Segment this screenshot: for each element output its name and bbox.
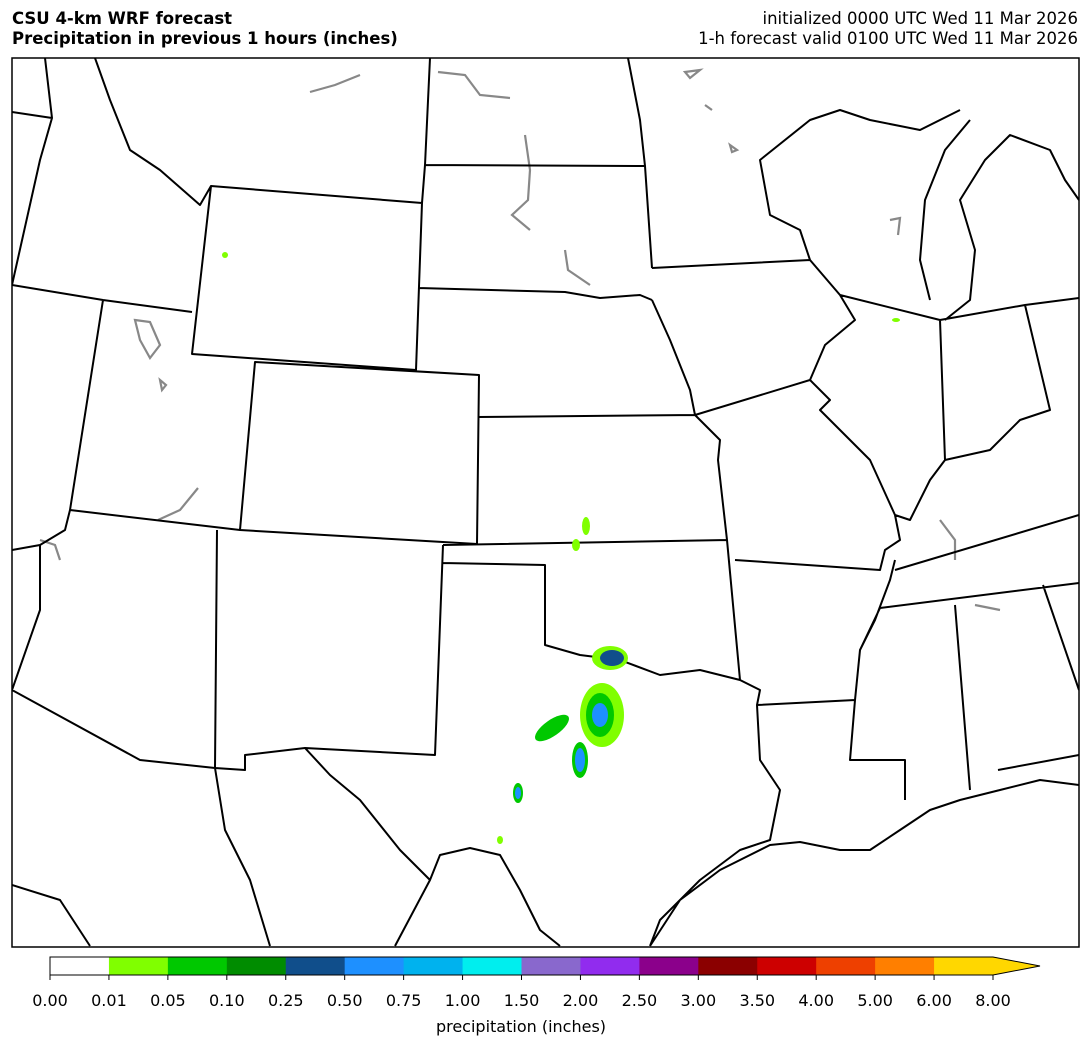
colorbar-box <box>521 957 581 975</box>
colorbar: 0.00 0.01 0.05 0.10 0.25 0.50 0.75 1.00 1.50 2.00… <box>32 956 1041 1010</box>
colorbar-box <box>226 957 287 975</box>
colorbar-box <box>285 957 346 975</box>
colorbar-tick-label: 2.50 <box>622 991 658 1010</box>
colorbar-tick-label: 6.00 <box>916 991 952 1010</box>
subtitle: Precipitation in previous 1 hours (inche… <box>12 29 398 48</box>
map <box>11 57 1080 948</box>
colorbar-tick-label: 0.50 <box>327 991 363 1010</box>
map-frame <box>11 57 1080 948</box>
colorbar-box <box>875 957 935 975</box>
colorbar-box <box>816 957 876 975</box>
colorbar-tick-label: 2.00 <box>563 991 599 1010</box>
colorbar-box <box>344 957 405 975</box>
colorbar-tick-label: 1.50 <box>504 991 540 1010</box>
state-borders <box>12 58 1079 947</box>
colorbar-box <box>757 957 817 975</box>
colorbar-box <box>698 957 758 975</box>
colorbar-tick-label: 0.05 <box>150 991 186 1010</box>
colorbar-label: precipitation (inches) <box>436 1017 606 1036</box>
precip-areas <box>222 252 900 844</box>
colorbar-tick-label: 0.75 <box>386 991 422 1010</box>
colorbar-tick-label: 4.00 <box>798 991 834 1010</box>
colorbar-box <box>934 957 994 975</box>
colorbar-tick-label: 5.00 <box>857 991 893 1010</box>
colorbar-box <box>639 957 699 975</box>
title: CSU 4-km WRF forecast <box>12 9 232 28</box>
colorbar-box <box>50 957 110 975</box>
colorbar-box <box>462 957 522 975</box>
init-time: initialized 0000 UTC Wed 11 Mar 2026 <box>762 9 1078 28</box>
colorbar-outline <box>49 956 1041 976</box>
colorbar-tick-label: 0.25 <box>268 991 304 1010</box>
colorbar-box <box>403 957 464 975</box>
colorbar-tick-label: 3.00 <box>681 991 717 1010</box>
colorbar-box <box>108 957 169 975</box>
colorbar-tick-label: 8.00 <box>975 991 1011 1010</box>
colorbar-tick-label: 1.00 <box>445 991 481 1010</box>
valid-time: 1-h forecast valid 0100 UTC Wed 11 Mar 2… <box>698 29 1078 48</box>
colorbar-box <box>580 957 640 975</box>
lakes-rivers <box>39 68 1001 612</box>
colorbar-tick-label: 0.00 <box>32 991 68 1010</box>
colorbar-box <box>167 957 228 975</box>
colorbar-extend <box>993 957 1040 975</box>
colorbar-tick-label: 0.10 <box>209 991 245 1010</box>
colorbar-tick-label: 0.01 <box>91 991 127 1010</box>
colorbar-tick-label: 3.50 <box>739 991 775 1010</box>
